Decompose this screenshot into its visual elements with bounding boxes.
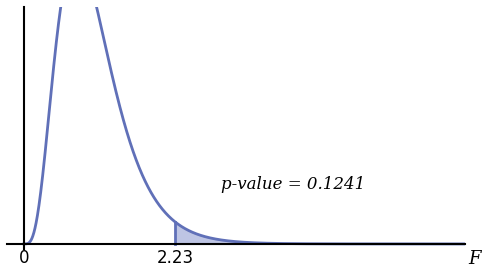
Text: p-value = 0.1241: p-value = 0.1241 (221, 176, 365, 192)
Text: F: F (468, 250, 481, 268)
